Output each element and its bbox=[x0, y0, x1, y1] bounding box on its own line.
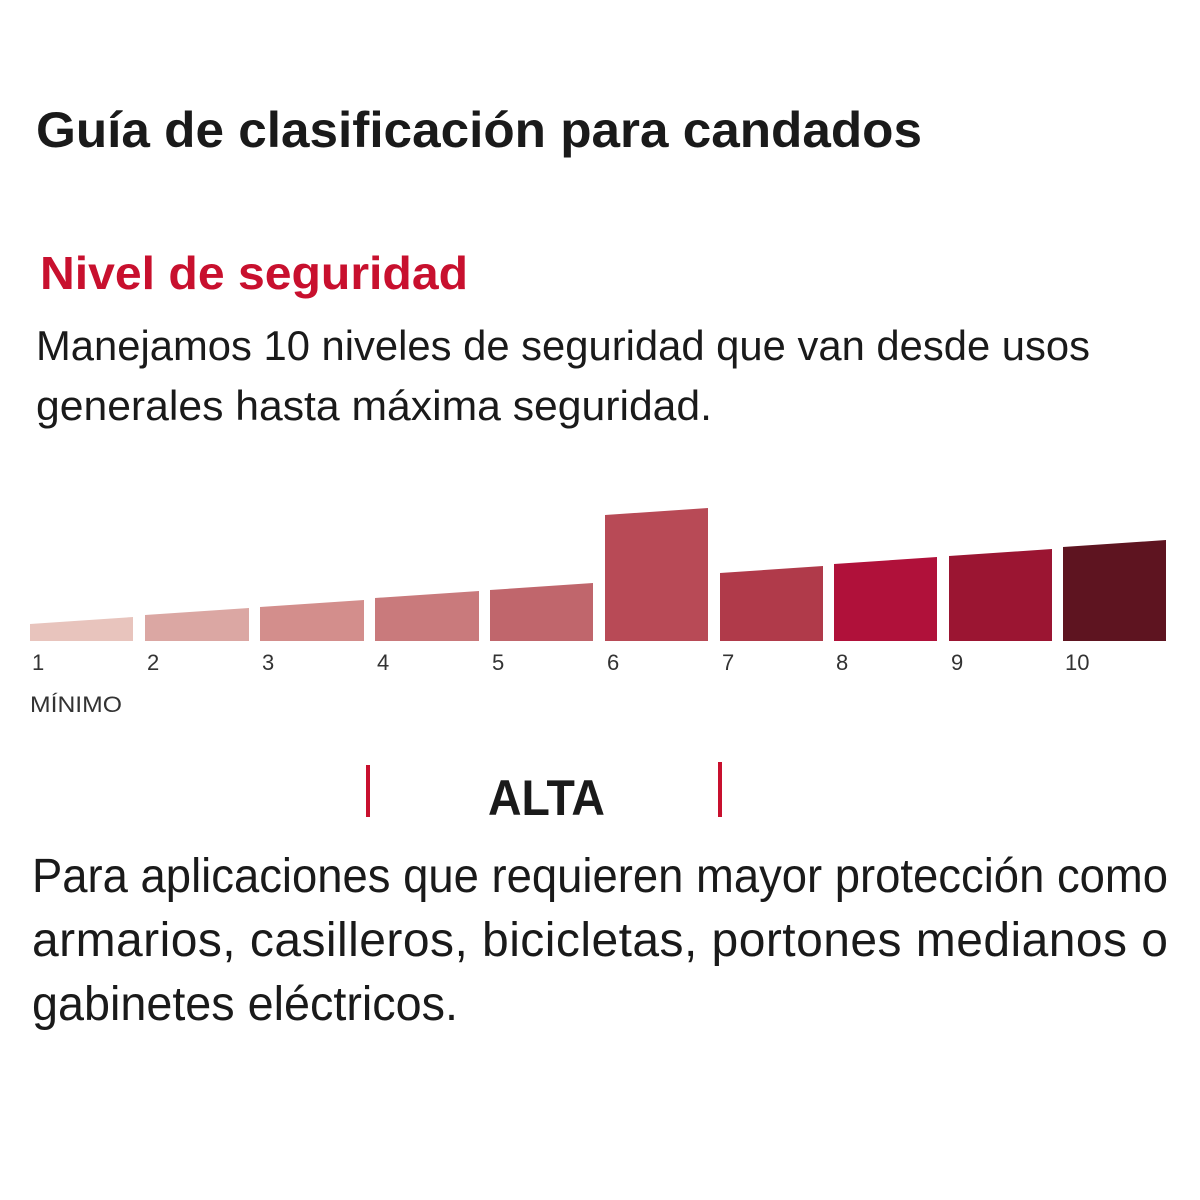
level-label: 9 bbox=[951, 650, 963, 675]
level-bar bbox=[949, 549, 1052, 641]
level-label: 5 bbox=[492, 650, 504, 675]
level-label: 7 bbox=[722, 650, 734, 675]
level-labels: 1 2 3 4 5 6 7 8 9 10 bbox=[32, 650, 1089, 675]
level-bar bbox=[30, 617, 133, 641]
description-line: armarios, casilleros, bicicletas, porton… bbox=[32, 914, 1168, 967]
level-bar bbox=[1063, 540, 1166, 641]
category: ALTA bbox=[488, 770, 605, 826]
level-label: 8 bbox=[836, 650, 848, 675]
subtitle: Nivel de seguridad bbox=[40, 247, 468, 299]
level-label: 2 bbox=[147, 650, 159, 675]
level-label: 4 bbox=[377, 650, 389, 675]
level-bar bbox=[145, 608, 249, 641]
intro-line: Manejamos 10 niveles de seguridad que va… bbox=[36, 322, 1090, 369]
min-label: MÍNIMO bbox=[30, 692, 122, 717]
intro-line: generales hasta máxima seguridad. bbox=[36, 382, 712, 429]
divider bbox=[718, 762, 722, 817]
level-bar bbox=[720, 566, 823, 641]
level-label: 1 bbox=[32, 650, 44, 675]
level-bar bbox=[375, 591, 479, 641]
divider bbox=[366, 765, 370, 817]
level-label: 3 bbox=[262, 650, 274, 675]
description-line: Para aplicaciones que requieren mayor pr… bbox=[32, 850, 1168, 903]
level-bar bbox=[605, 508, 708, 641]
title: Guía de clasificación para candados bbox=[36, 102, 922, 158]
level-bars bbox=[30, 508, 1166, 641]
description-line: gabinetes eléctricos. bbox=[32, 978, 458, 1031]
level-bar bbox=[834, 557, 937, 641]
level-bar bbox=[260, 600, 364, 641]
level-label: 6 bbox=[607, 650, 619, 675]
level-bar bbox=[490, 583, 593, 641]
level-label: 10 bbox=[1065, 650, 1089, 675]
